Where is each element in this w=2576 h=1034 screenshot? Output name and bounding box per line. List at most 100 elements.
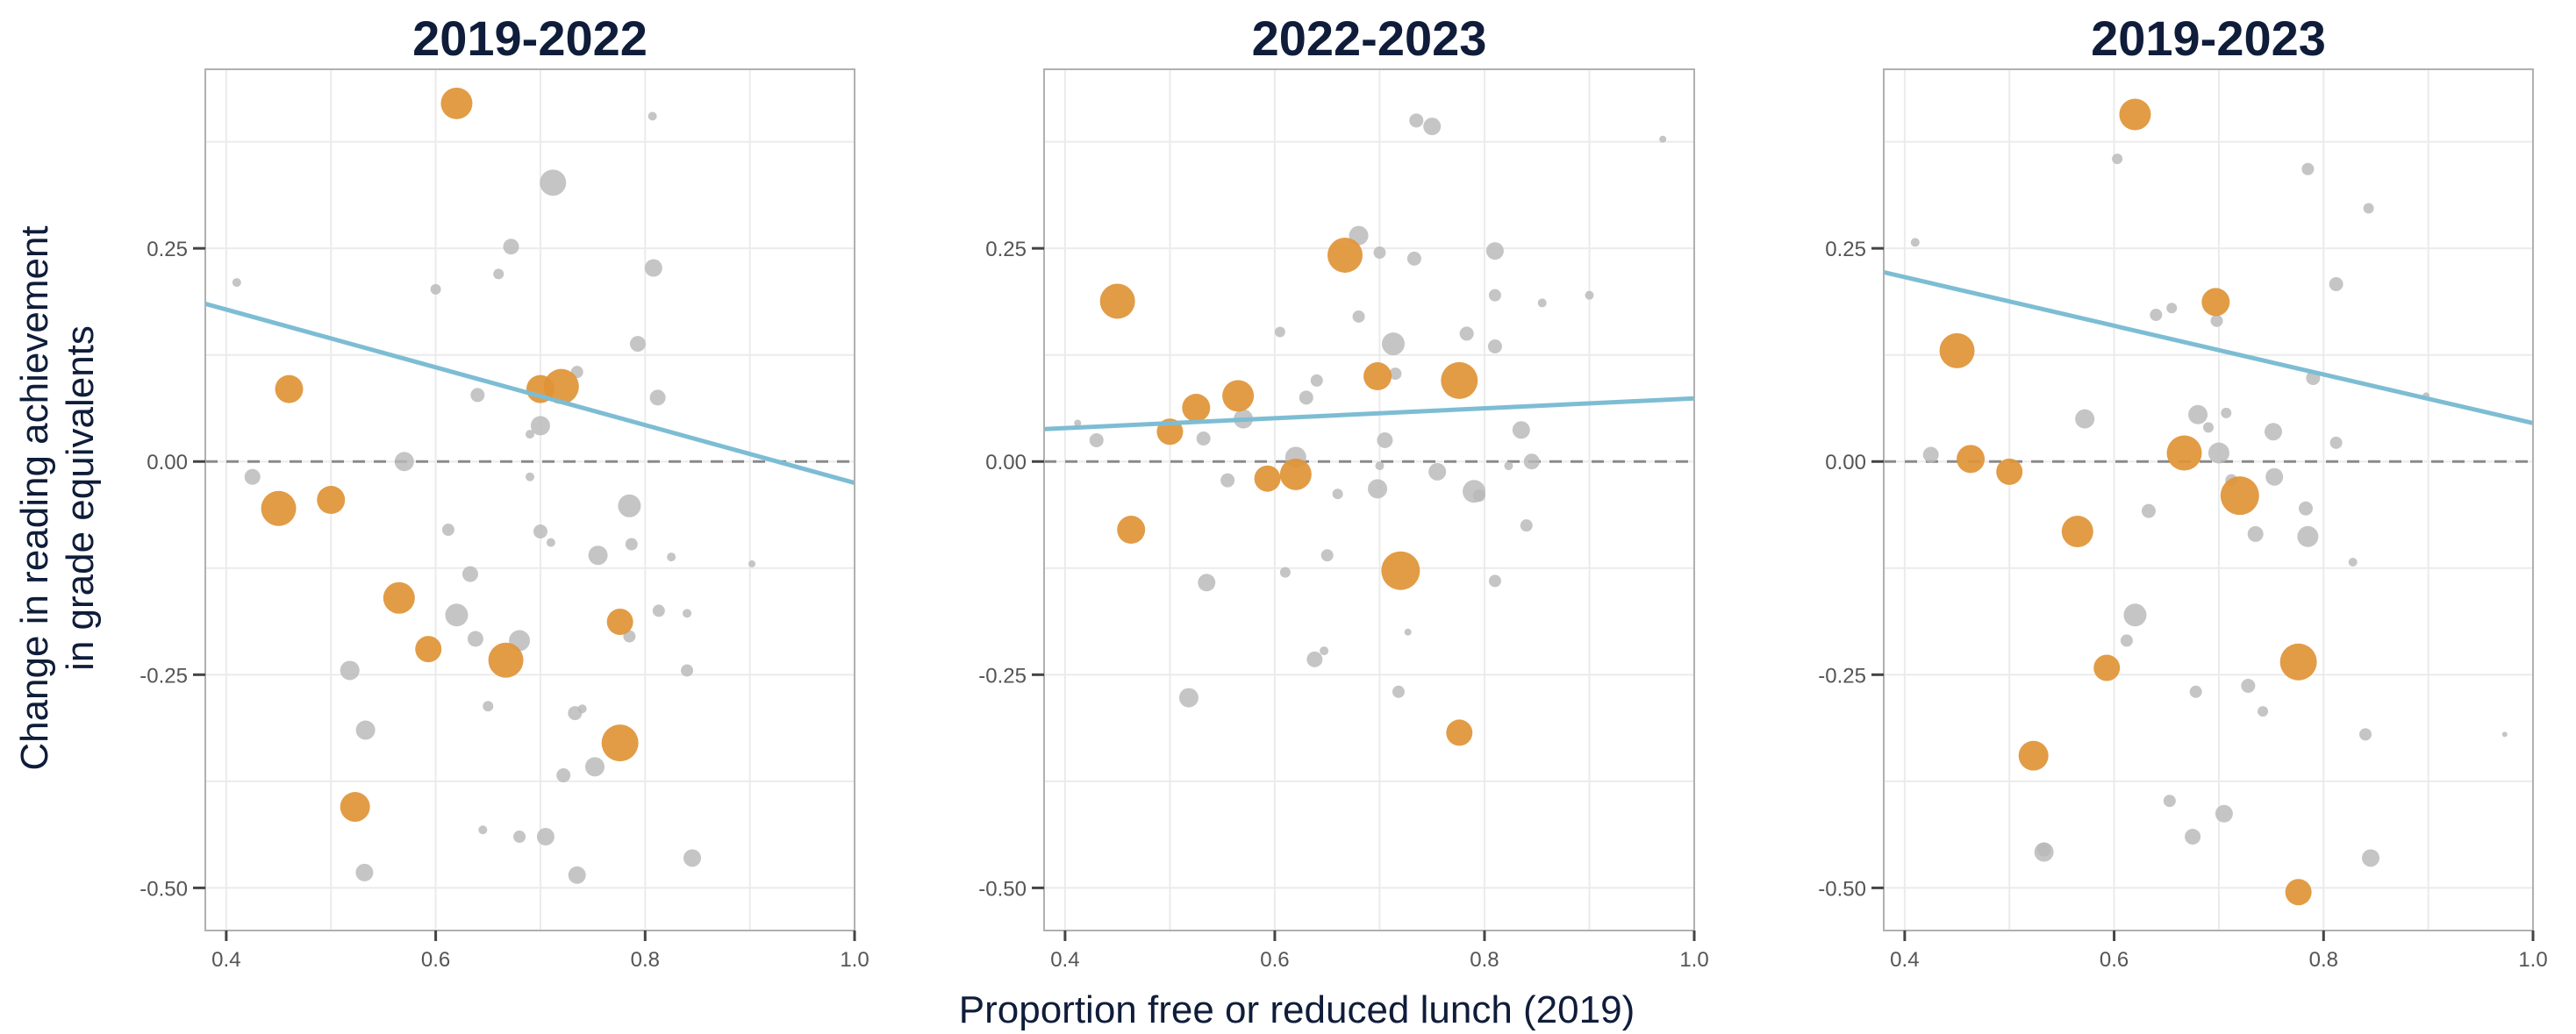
- data-point: [748, 560, 756, 567]
- data-point: [2501, 731, 2508, 738]
- data-point: [618, 494, 641, 517]
- data-point: [1377, 431, 1393, 448]
- data-point: [1585, 290, 1594, 300]
- data-point: [1352, 310, 1365, 323]
- data-point: [530, 416, 550, 436]
- data-point: [2112, 153, 2123, 165]
- data-point: [1332, 488, 1343, 500]
- data-point: [526, 430, 534, 439]
- panel-frame: [204, 68, 855, 931]
- data-point: [2363, 203, 2374, 214]
- data-point: [1922, 446, 1939, 463]
- x-tick-label: 0.8: [2309, 948, 2338, 972]
- y-axis-title-line-2: in grade equivalents: [59, 325, 102, 671]
- x-tick-label: 1.0: [1679, 948, 1708, 972]
- highlighted-data-point: [2285, 879, 2312, 906]
- data-point: [462, 566, 478, 582]
- data-point: [2299, 501, 2313, 516]
- data-point: [1488, 289, 1501, 302]
- data-point: [2329, 436, 2343, 449]
- data-point: [556, 768, 571, 783]
- data-points: [1910, 98, 2508, 906]
- data-point: [1523, 453, 1540, 470]
- highlighted-data-point: [1099, 283, 1135, 319]
- highlighted-data-point: [415, 636, 442, 663]
- highlighted-data-point: [1441, 361, 1478, 399]
- highlighted-data-point: [1182, 393, 1211, 422]
- data-point: [1274, 326, 1285, 338]
- data-point: [2189, 685, 2202, 698]
- highlighted-data-point: [1996, 458, 2023, 485]
- highlighted-data-point: [1381, 551, 1420, 590]
- data-point: [1459, 326, 1474, 341]
- scatter-panel-3: 0.25 0.00 -0.25 -0.50 0.4 0.6 0.8 1.0 2019-2023: [1818, 11, 2547, 972]
- data-point: [1368, 479, 1388, 499]
- regression-line: [205, 301, 855, 485]
- data-point: [2185, 829, 2201, 845]
- data-point: [667, 553, 676, 562]
- data-point: [2362, 849, 2379, 867]
- data-point: [540, 169, 567, 196]
- y-tick-label: -0.25: [978, 664, 1027, 688]
- data-point: [478, 825, 488, 835]
- y-tick-label: 0.00: [985, 451, 1027, 474]
- x-tick-label: 0.6: [1260, 948, 1289, 972]
- data-point: [649, 389, 666, 406]
- data-point: [1198, 574, 1216, 592]
- data-point: [513, 831, 526, 844]
- data-point: [493, 268, 504, 280]
- x-tick-label: 0.6: [2100, 948, 2129, 972]
- data-point: [1512, 421, 1530, 439]
- data-point: [652, 604, 665, 617]
- data-point: [1381, 332, 1405, 356]
- data-point: [577, 704, 587, 714]
- highlighted-data-point: [2201, 288, 2230, 317]
- data-point: [629, 336, 646, 353]
- data-point: [2036, 842, 2051, 857]
- highlighted-data-point: [1279, 458, 1312, 490]
- data-point: [1428, 462, 1447, 481]
- data-point: [1472, 489, 1485, 503]
- data-point: [546, 538, 555, 547]
- highlighted-data-point: [488, 642, 524, 678]
- data-point: [644, 259, 662, 277]
- data-point: [2301, 162, 2315, 175]
- data-point: [1488, 574, 1501, 588]
- highlighted-data-point: [606, 609, 633, 636]
- y-tick-label: 0.25: [147, 238, 188, 261]
- data-point: [2329, 277, 2343, 292]
- data-point: [355, 720, 376, 740]
- data-point: [1320, 549, 1334, 562]
- x-tick-label: 0.4: [211, 948, 240, 972]
- data-point: [232, 278, 241, 288]
- data-point: [683, 609, 692, 618]
- x-tick-label: 1.0: [2518, 948, 2547, 972]
- data-point: [2166, 303, 2178, 314]
- data-point: [2241, 678, 2256, 693]
- data-point: [533, 524, 547, 538]
- data-point: [1279, 567, 1291, 578]
- data-point: [2258, 706, 2269, 717]
- y-tick-label: -0.25: [140, 664, 188, 688]
- data-point: [2207, 442, 2229, 464]
- data-point: [2297, 525, 2319, 547]
- y-tick-label: 0.00: [147, 451, 188, 474]
- highlighted-data-point: [2119, 98, 2151, 131]
- data-point: [588, 546, 608, 566]
- data-point: [1306, 651, 1323, 667]
- highlighted-data-point: [1254, 465, 1281, 492]
- highlighted-data-point: [1446, 719, 1473, 746]
- data-point: [648, 111, 657, 121]
- data-point: [1910, 238, 1920, 247]
- x-tick-label: 0.8: [1470, 948, 1499, 972]
- data-point: [2210, 314, 2223, 327]
- data-point: [1196, 431, 1211, 446]
- data-point: [1089, 432, 1104, 447]
- data-point: [1389, 367, 1402, 381]
- x-tick-label: 0.8: [631, 948, 660, 972]
- gridlines: [205, 69, 855, 931]
- highlighted-data-point: [2061, 515, 2093, 547]
- highlighted-data-point: [2093, 654, 2121, 681]
- data-point: [2348, 557, 2358, 567]
